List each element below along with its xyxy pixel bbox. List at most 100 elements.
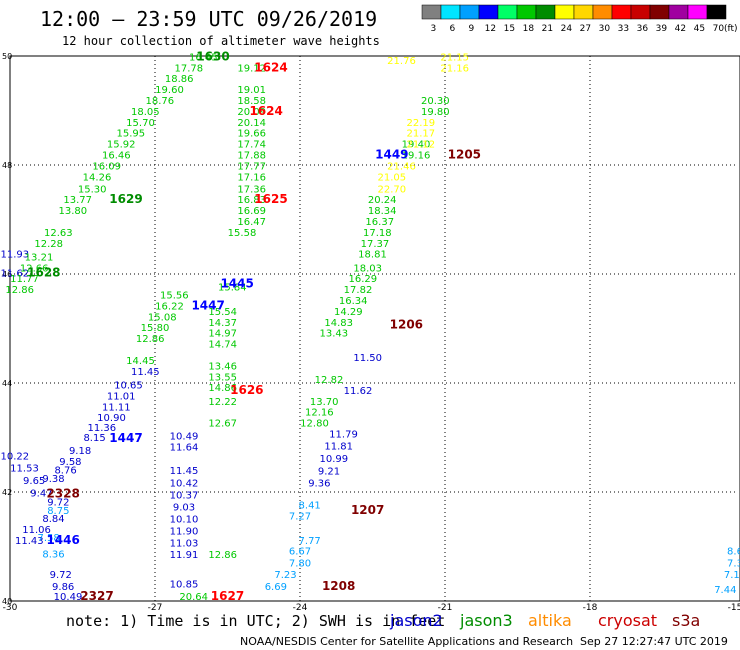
- swh-data-point: 9.38: [42, 474, 64, 485]
- swh-data-point: 11.62: [344, 386, 373, 397]
- swh-data-point: 8.76: [54, 465, 76, 476]
- swh-data-point: 9.36: [308, 479, 330, 490]
- legend-label: 9: [469, 24, 475, 34]
- color-scale-legend: 3 6 9 12 15 18 21 24 27 30 33 36 39 42 45 70 (ft): [421, 4, 738, 34]
- satellite-name: cryosat: [598, 611, 657, 630]
- swh-data-point: 19.12: [237, 63, 266, 74]
- swh-data-point: 10.49: [54, 592, 83, 603]
- swh-data-point: 17.36: [237, 184, 266, 195]
- satellite-name: s3a: [672, 611, 700, 630]
- swh-data-point: 7.19: [724, 570, 740, 581]
- legend-label: 33: [618, 24, 629, 34]
- swh-data-point: 11.45: [131, 367, 160, 378]
- swh-data-point: 10.99: [320, 454, 349, 465]
- swh-data-point: 10.10: [170, 515, 199, 526]
- swh-data-point: 19.80: [421, 107, 450, 118]
- swh-data-point: 11.11: [102, 402, 131, 413]
- track-time-label: 1446: [46, 533, 79, 547]
- swh-data-point: 12.82: [315, 375, 344, 386]
- swh-data-point: 7.3: [727, 559, 740, 570]
- swh-data-point: 14.26: [83, 172, 112, 183]
- track-time-label: 1445: [220, 277, 253, 291]
- swh-data-point: 9.21: [318, 467, 340, 478]
- swh-data-point: 19.40: [402, 140, 431, 151]
- swh-data-point: 10.42: [170, 479, 199, 490]
- swh-data-point: 11.45: [170, 466, 199, 477]
- x-tick-label: -18: [583, 603, 598, 613]
- track-time-label: 2328: [46, 486, 79, 500]
- swh-data-point: 14.74: [208, 340, 237, 351]
- track-time-label: 1206: [390, 318, 423, 332]
- swh-data-point: 15.70: [126, 118, 155, 129]
- swh-data-point: 20.30: [421, 96, 450, 107]
- swh-data-point: 8.41: [299, 500, 321, 511]
- swh-data-point: 12.22: [208, 397, 237, 408]
- swh-data-point: 10.90: [97, 413, 126, 424]
- legend-label: 24: [561, 24, 573, 34]
- x-tick-label: -30: [3, 603, 18, 613]
- x-tick-label: -24: [293, 603, 308, 613]
- track-time-label: 1205: [448, 147, 481, 161]
- swh-data-point: 8.84: [42, 514, 64, 525]
- swh-data-point: 9.72: [50, 570, 72, 581]
- x-tick-label: -21: [438, 603, 453, 613]
- legend-label: 15: [504, 24, 515, 34]
- swh-data-point: 21.17: [407, 129, 436, 140]
- swh-data-point: 11.50: [353, 353, 382, 364]
- track-time-label: 1447: [191, 298, 224, 312]
- plot-frame: [9, 55, 740, 602]
- swh-data-point: 11.36: [88, 423, 117, 434]
- swh-data-point: 16.29: [349, 274, 378, 285]
- legend-swatch: [459, 4, 480, 20]
- swh-data-point: 9.18: [69, 446, 91, 457]
- track-time-label: 1626: [230, 383, 263, 397]
- swh-data-point: 8.36: [42, 549, 64, 560]
- swh-data-point: 17.37: [361, 239, 390, 250]
- swh-data-point: 13.70: [310, 397, 339, 408]
- swh-data-point: 21.76: [387, 56, 416, 67]
- swh-data-point: 11.43: [15, 536, 44, 547]
- swh-data-point: 15.30: [78, 184, 107, 195]
- swh-data-point: 12.16: [305, 408, 334, 419]
- satellite-legend: jason2 jason3 altika cryosat s3a: [389, 611, 700, 630]
- legend-label: 21: [542, 24, 553, 34]
- swh-data-point: 20.24: [368, 195, 397, 206]
- swh-data-point: 21.16: [440, 63, 469, 74]
- legend-swatch: [535, 4, 556, 20]
- swh-data-point: 7.27: [289, 511, 311, 522]
- swh-data-point: 11.01: [107, 391, 136, 402]
- y-tick-label: 48: [2, 161, 12, 170]
- legend-swatch: [440, 4, 461, 20]
- swh-data-point: 12.63: [44, 228, 73, 239]
- legend-label: 6: [450, 24, 456, 34]
- swh-data-point: 16.37: [365, 217, 394, 228]
- track-labels: 1630 1624 1624 1629 1625 1628 1445 1447 1626 1447…: [27, 49, 481, 603]
- swh-data-point: 14.45: [126, 356, 155, 367]
- track-time-label: 1629: [109, 192, 142, 206]
- y-tick-label: 50: [2, 52, 12, 61]
- legend-label: 39: [656, 24, 668, 34]
- track-time-label: 1627: [211, 589, 244, 603]
- swh-data-point: 18.76: [146, 96, 175, 107]
- swh-data-point: 11.81: [324, 441, 353, 452]
- y-axis-ticks: 40 42 44 46 48 50: [2, 52, 12, 606]
- swh-data-point: 12.28: [34, 239, 63, 250]
- swh-data-point: 11.90: [170, 527, 199, 538]
- swh-data-point: 16.47: [237, 217, 266, 228]
- track-time-label: 1624: [254, 60, 287, 74]
- x-axis-ticks: -30 -27 -24 -21 -18 -15: [3, 603, 740, 613]
- swh-data-point: 14.29: [334, 307, 363, 318]
- swh-data-point: 16.09: [92, 161, 121, 172]
- swh-data-point: 7.23: [274, 570, 296, 581]
- swh-data-point: 12.80: [300, 419, 329, 430]
- swh-data-point: 8.15: [83, 433, 105, 444]
- swh-data-point: 16.22: [155, 301, 184, 312]
- swh-data-point: 17.18: [363, 228, 392, 239]
- swh-data-point: 17.16: [237, 172, 266, 183]
- swh-data-point: 16.46: [102, 150, 131, 161]
- swh-data-point: 15.54: [208, 307, 237, 318]
- swh-data-point: 11.62: [1, 269, 30, 280]
- legend-swatch: [421, 4, 442, 20]
- swh-data-point: 21.12: [407, 140, 436, 151]
